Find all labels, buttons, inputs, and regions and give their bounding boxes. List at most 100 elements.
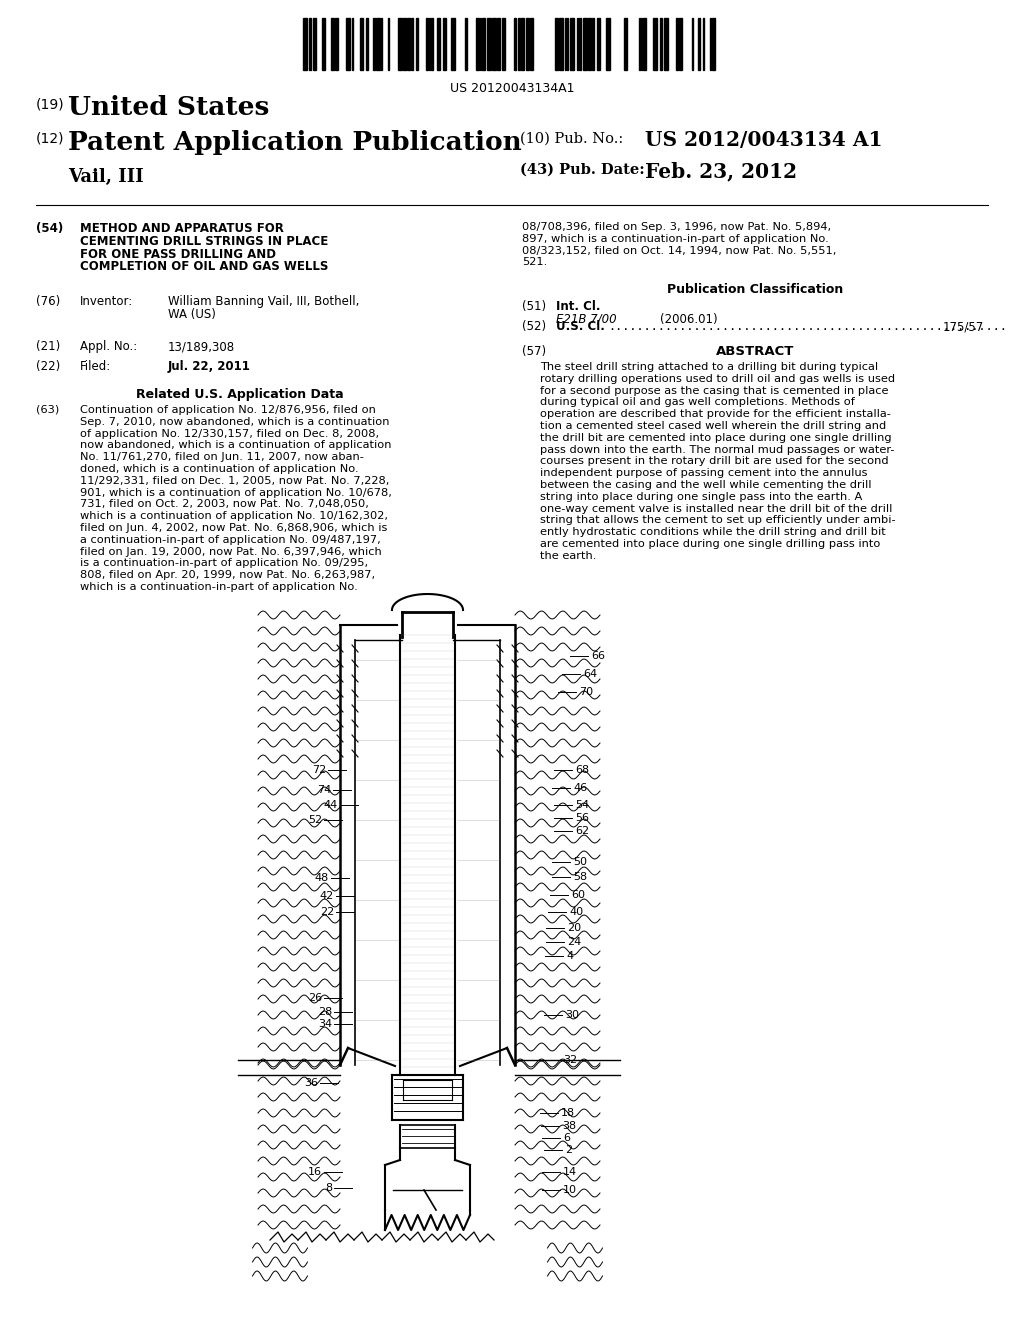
Text: 38: 38 (562, 1121, 577, 1131)
Bar (426, 18, 428, 70)
Bar (309, 18, 311, 70)
Bar (431, 18, 433, 70)
Bar (492, 18, 496, 70)
Text: METHOD AND APPARATUS FOR: METHOD AND APPARATUS FOR (80, 222, 284, 235)
Text: U.S. Cl.: U.S. Cl. (556, 319, 605, 333)
Text: 64: 64 (583, 669, 597, 678)
Text: Filed:: Filed: (80, 360, 112, 374)
Bar (411, 18, 413, 70)
Text: 54: 54 (575, 800, 589, 810)
Bar (398, 18, 402, 70)
Bar (497, 18, 500, 70)
Text: (21): (21) (36, 341, 60, 352)
Text: 521.: 521. (522, 257, 547, 268)
Bar (660, 18, 662, 70)
Text: 44: 44 (324, 800, 338, 810)
Text: rotary drilling operations used to drill oil and gas wells is used: rotary drilling operations used to drill… (540, 374, 895, 384)
Text: (19): (19) (36, 98, 65, 112)
Bar (698, 18, 700, 70)
Text: 62: 62 (575, 826, 589, 836)
Bar (303, 18, 307, 70)
Text: Feb. 23, 2012: Feb. 23, 2012 (645, 161, 797, 181)
Text: (12): (12) (36, 132, 65, 147)
Text: 50: 50 (573, 857, 587, 867)
Text: between the casing and the well while cementing the drill: between the casing and the well while ce… (540, 480, 871, 490)
Bar (346, 18, 350, 70)
Text: US 2012/0043134 A1: US 2012/0043134 A1 (645, 129, 883, 150)
Text: 32: 32 (563, 1055, 578, 1065)
Bar (559, 18, 563, 70)
Text: FOR ONE PASS DRILLING AND: FOR ONE PASS DRILLING AND (80, 248, 276, 260)
Bar (653, 18, 657, 70)
Text: 66: 66 (591, 651, 605, 661)
Text: the drill bit are cemented into place during one single drilling: the drill bit are cemented into place du… (540, 433, 892, 442)
Bar (443, 18, 446, 70)
Text: is a continuation-in-part of application No. 09/295,: is a continuation-in-part of application… (80, 558, 368, 569)
Bar (597, 18, 600, 70)
Text: Inventor:: Inventor: (80, 294, 133, 308)
Text: 24: 24 (567, 937, 582, 946)
Bar (376, 18, 380, 70)
Text: during typical oil and gas well completions. Methods of: during typical oil and gas well completi… (540, 397, 855, 408)
Bar (588, 18, 591, 70)
Text: No. 11/761,270, filed on Jun. 11, 2007, now aban-: No. 11/761,270, filed on Jun. 11, 2007, … (80, 453, 364, 462)
Bar (465, 18, 467, 70)
Text: ently hydrostatic conditions while the drill string and drill bit: ently hydrostatic conditions while the d… (540, 527, 886, 537)
Text: 08/323,152, filed on Oct. 14, 1994, now Pat. No. 5,551,: 08/323,152, filed on Oct. 14, 1994, now … (522, 246, 837, 256)
Text: 56: 56 (575, 813, 589, 822)
Text: 36: 36 (304, 1078, 318, 1088)
Text: Related U.S. Application Data: Related U.S. Application Data (136, 388, 344, 401)
Text: filed on Jan. 19, 2000, now Pat. No. 6,397,946, which: filed on Jan. 19, 2000, now Pat. No. 6,3… (80, 546, 382, 557)
Bar (530, 18, 534, 70)
Text: of application No. 12/330,157, filed on Dec. 8, 2008,: of application No. 12/330,157, filed on … (80, 429, 379, 438)
Bar (487, 18, 490, 70)
Text: US 20120043134A1: US 20120043134A1 (450, 82, 574, 95)
Text: (54): (54) (36, 222, 63, 235)
Text: 8: 8 (325, 1183, 332, 1193)
Text: United States: United States (68, 95, 269, 120)
Bar (664, 18, 668, 70)
Bar (335, 18, 338, 70)
Text: 20: 20 (567, 923, 582, 933)
Text: (76): (76) (36, 294, 60, 308)
Text: (57): (57) (522, 345, 546, 358)
Bar (322, 18, 325, 70)
Text: independent purpose of passing cement into the annulus: independent purpose of passing cement in… (540, 469, 867, 478)
Text: E21B 7/00: E21B 7/00 (556, 313, 616, 326)
Text: courses present in the rotary drill bit are used for the second: courses present in the rotary drill bit … (540, 457, 889, 466)
Text: (52): (52) (522, 319, 546, 333)
Text: Sep. 7, 2010, now abandoned, which is a continuation: Sep. 7, 2010, now abandoned, which is a … (80, 417, 389, 426)
Text: 34: 34 (317, 1019, 332, 1030)
Text: 26: 26 (308, 993, 322, 1003)
Text: ........................................................: ........................................… (608, 319, 1007, 333)
Bar (526, 18, 529, 70)
Text: 175/57: 175/57 (943, 319, 984, 333)
Text: now abandoned, which is a continuation of application: now abandoned, which is a continuation o… (80, 441, 391, 450)
Text: Publication Classification: Publication Classification (667, 282, 843, 296)
Text: 22: 22 (319, 907, 334, 917)
Text: string into place during one single pass into the earth. A: string into place during one single pass… (540, 492, 862, 502)
Text: 731, filed on Oct. 2, 2003, now Pat. No. 7,048,050,: 731, filed on Oct. 2, 2003, now Pat. No.… (80, 499, 369, 510)
Text: 897, which is a continuation-in-part of application No.: 897, which is a continuation-in-part of … (522, 234, 828, 244)
Bar (712, 18, 715, 70)
Text: 08/708,396, filed on Sep. 3, 1996, now Pat. No. 5,894,: 08/708,396, filed on Sep. 3, 1996, now P… (522, 222, 831, 232)
Bar (676, 18, 678, 70)
Text: Vail, III: Vail, III (68, 168, 143, 186)
Text: CEMENTING DRILL STRINGS IN PLACE: CEMENTING DRILL STRINGS IN PLACE (80, 235, 329, 248)
Bar (313, 18, 316, 70)
Text: which is a continuation of application No. 10/162,302,: which is a continuation of application N… (80, 511, 388, 521)
Bar (407, 18, 410, 70)
Text: 14: 14 (563, 1167, 578, 1177)
Text: operation are described that provide for the efficient installa-: operation are described that provide for… (540, 409, 891, 420)
Bar (679, 18, 682, 70)
Text: 2: 2 (565, 1144, 572, 1155)
Text: one-way cement valve is installed near the drill bit of the drill: one-way cement valve is installed near t… (540, 504, 892, 513)
Text: Jul. 22, 2011: Jul. 22, 2011 (168, 360, 251, 374)
Text: (63): (63) (36, 405, 59, 414)
Text: 10: 10 (563, 1185, 577, 1195)
Text: 18: 18 (561, 1107, 575, 1118)
Bar (592, 18, 594, 70)
Text: 52: 52 (308, 814, 322, 825)
Text: Continuation of application No. 12/876,956, filed on: Continuation of application No. 12/876,9… (80, 405, 376, 414)
Text: 74: 74 (316, 785, 331, 795)
